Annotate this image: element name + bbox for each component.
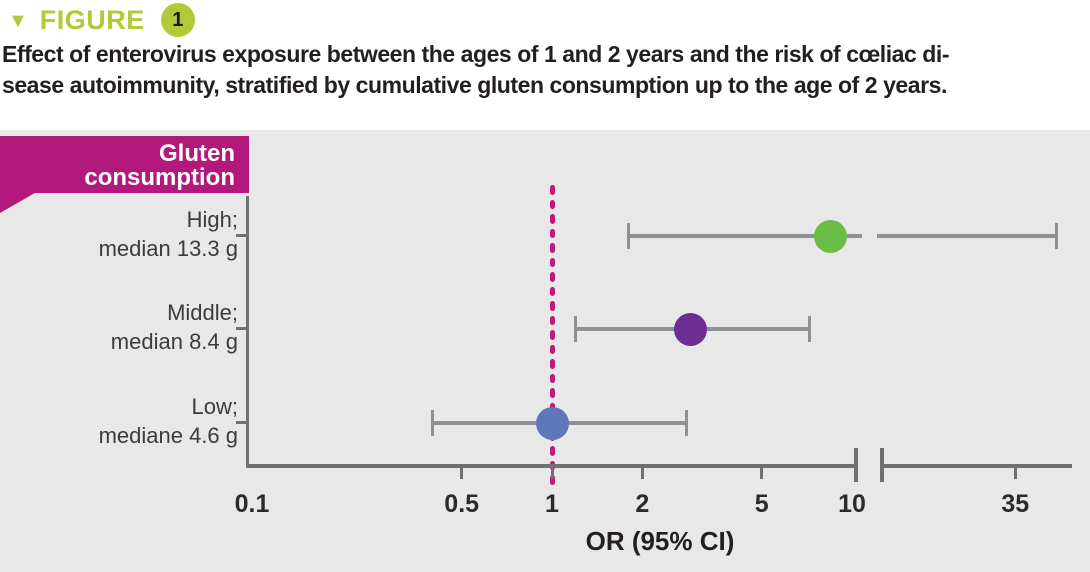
ci-cap [807,316,811,342]
figure-title: Effect of enterovirus exposure between t… [2,39,1089,101]
x-tick-label: 1 [545,490,559,518]
ci-line [877,234,1057,238]
y-tick [236,327,246,330]
row-label: Middle; median 8.4 g [111,298,238,356]
x-tick-label: 0.5 [444,490,480,518]
axis-break-bar [880,448,884,482]
figure-title-line-1: Effect of enterovirus exposure between t… [2,41,950,67]
x-tick [640,464,644,479]
x-tick-label: 35 [1001,490,1030,518]
reference-line-dash [549,199,555,209]
reference-line-dash [549,286,555,296]
gluten-consumption-header: Gluten consumption [0,136,249,213]
ci-cap [574,316,578,342]
forest-plot-panel: Gluten consumption OR (95% CI) 0.1 0.5 1 2 5… [0,130,1090,572]
y-tick [236,234,246,237]
x-tick-label: 5 [754,490,769,518]
x-axis-segment-right [881,464,1072,468]
x-tick [550,464,554,479]
gluten-header-line-1: Gluten [159,140,235,167]
ci-cap [1054,223,1058,249]
row-label: High; median 13.3 g [99,205,238,263]
row-label-line: Low; [191,394,238,419]
ci-cap [627,223,631,249]
ci-line [628,234,862,238]
figure-header: ▼ FIGURE 1 [8,2,195,38]
reference-line-dash [549,301,555,311]
reference-line-dash [549,185,555,195]
reference-line-dash [549,257,555,267]
or-marker [674,312,708,346]
gluten-header-line-2: consumption [84,164,235,191]
figure-number-badge: 1 [160,3,195,37]
row-label-line: mediane 4.6 g [98,423,238,448]
figure-label: FIGURE [39,4,145,35]
x-tick [460,464,464,479]
reference-line-dash [549,243,555,253]
x-tick [1013,464,1017,479]
row-label-line: Middle; [167,300,238,325]
reference-line-dash [549,446,555,456]
x-tick [760,464,764,479]
x-tick-label: 10 [838,490,866,518]
row-label: Low; mediane 4.6 g [99,392,238,450]
reference-line-dash [549,388,555,398]
reference-line-dash [549,475,555,485]
row-label-line: High; [186,207,238,232]
x-axis-label: OR (95% CI) [585,526,735,556]
reference-line-dash [549,359,555,369]
reference-line-dash [549,330,555,340]
y-axis [246,196,249,468]
x-tick-label: 0.1 [234,490,270,518]
reference-line-dash [549,344,555,354]
y-tick [236,421,246,424]
reference-line-dash [549,214,555,224]
ci-cap [684,410,688,436]
reference-line-dash [549,315,555,325]
reference-line-dash [549,228,555,238]
x-tick-label: 2 [635,490,650,518]
row-label-line: median 8.4 g [110,329,238,354]
figure-title-line-2: sease autoimmunity, stratified by cumula… [2,72,947,98]
row-label-line: median 13.3 g [98,236,238,261]
reference-line-dash [549,373,555,383]
axis-break-bar [854,448,858,482]
or-marker [814,219,848,253]
ci-cap [431,410,435,436]
or-marker [535,406,569,440]
reference-line-dash [549,272,555,282]
figure-triangle-icon: ▼ [8,10,28,32]
